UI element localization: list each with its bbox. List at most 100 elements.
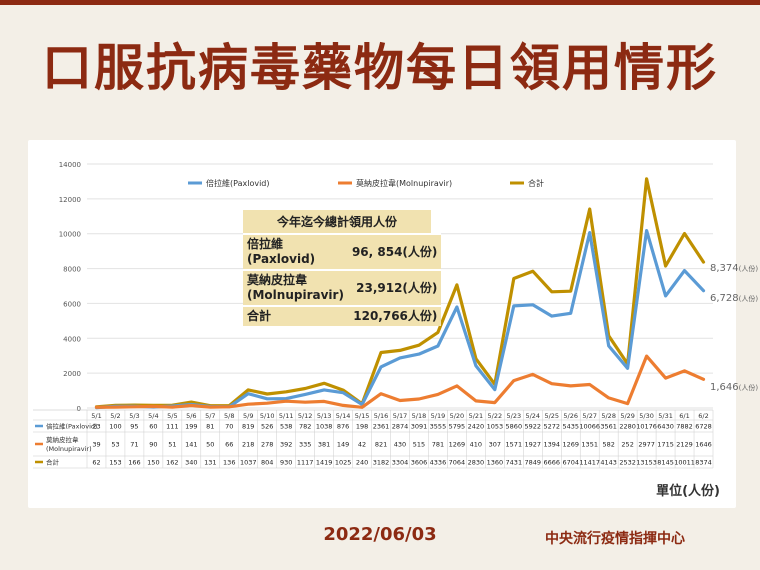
x-tick-label: 5/21 xyxy=(469,412,484,420)
table-cell: 7849 xyxy=(525,459,542,467)
table-cell: 100 xyxy=(109,423,121,431)
y-tick-label: 12000 xyxy=(59,196,81,204)
table-row-label: 合計 xyxy=(46,458,60,467)
table-cell: 821 xyxy=(375,441,387,449)
table-cell: 252 xyxy=(621,441,633,449)
table-cell: 1053 xyxy=(487,423,504,431)
y-tick-label: 0 xyxy=(77,405,81,413)
table-cell: 53 xyxy=(111,441,119,449)
summary-box: 今年迄今總計領用人份 倍拉維 (Paxlovid) 96, 854(人份) 莫納… xyxy=(243,210,442,326)
table-cell: 1117 xyxy=(297,459,314,467)
x-tick-label: 5/1 xyxy=(91,412,101,420)
table-cell: 5795 xyxy=(449,423,466,431)
table-cell: 111 xyxy=(166,423,178,431)
x-tick-label: 5/20 xyxy=(450,412,465,420)
x-tick-label: 5/22 xyxy=(488,412,503,420)
table-cell: 538 xyxy=(280,423,292,431)
table-cell: 5272 xyxy=(543,423,560,431)
x-tick-label: 5/26 xyxy=(563,412,578,420)
table-cell: 218 xyxy=(242,441,254,449)
x-tick-label: 5/25 xyxy=(544,412,559,420)
table-cell: 2420 xyxy=(468,423,485,431)
summary-value: 23,912(人份) xyxy=(347,269,442,306)
table-cell: 71 xyxy=(130,441,138,449)
summary-label: 莫納皮拉韋 (Molnupiravir) xyxy=(243,269,348,306)
table-cell: 1269 xyxy=(449,441,466,449)
table-cell: 5435 xyxy=(562,423,579,431)
table-cell: 199 xyxy=(185,423,197,431)
x-tick-label: 5/6 xyxy=(186,412,196,420)
summary-row: 莫納皮拉韋 (Molnupiravir) 23,912(人份) xyxy=(243,269,442,306)
series-line xyxy=(94,354,706,409)
table-cell: 2874 xyxy=(392,423,409,431)
end-value-label: 6,728(人份) xyxy=(710,293,758,304)
table-cell: 2361 xyxy=(373,423,390,431)
summary-heading: 今年迄今總計領用人份 xyxy=(243,210,431,233)
legend-label: 合計 xyxy=(528,178,544,188)
table-cell: 6430 xyxy=(657,423,674,431)
table-cell: 62 xyxy=(92,459,100,467)
end-value-label: 1,646(人份) xyxy=(710,382,758,393)
table-cell: 410 xyxy=(470,441,482,449)
table-cell: 1269 xyxy=(562,441,579,449)
organization-name: 中央流行疫情指揮中心 xyxy=(545,531,685,547)
y-tick-label: 2000 xyxy=(63,370,81,378)
table-cell: 2830 xyxy=(468,459,485,467)
table-cell: 7882 xyxy=(676,423,693,431)
summary-label: 合計 xyxy=(243,305,348,326)
end-value-label: 8,374(人份) xyxy=(710,263,758,274)
table-cell: 11417 xyxy=(579,459,600,467)
x-tick-label: 5/19 xyxy=(431,412,446,420)
table-cell: 804 xyxy=(261,459,273,467)
x-tick-label: 5/24 xyxy=(525,412,540,420)
x-tick-label: 5/28 xyxy=(601,412,616,420)
table-cell: 1715 xyxy=(657,441,674,449)
table-cell: 782 xyxy=(299,423,311,431)
table-cell: 7064 xyxy=(449,459,466,467)
x-tick-label: 5/7 xyxy=(205,412,215,420)
summary-row: 倍拉維 (Paxlovid) 96, 854(人份) xyxy=(243,233,442,270)
table-cell: 2532 xyxy=(619,459,636,467)
table-cell: 3182 xyxy=(373,459,390,467)
table-cell: 381 xyxy=(318,441,330,449)
table-cell: 10066 xyxy=(579,423,600,431)
table-cell: 876 xyxy=(337,423,349,431)
table-cell: 1927 xyxy=(525,441,542,449)
table-cell: 1646 xyxy=(695,441,712,449)
x-tick-label: 5/16 xyxy=(374,412,389,420)
series-line xyxy=(94,177,706,409)
x-tick-label: 5/13 xyxy=(317,412,332,420)
y-tick-label: 14000 xyxy=(59,161,81,169)
x-tick-label: 5/2 xyxy=(110,412,120,420)
table-cell: 141 xyxy=(185,441,197,449)
table-cell: 90 xyxy=(149,441,157,449)
table-cell: 81 xyxy=(206,423,214,431)
table-cell: 3304 xyxy=(392,459,409,467)
table-cell: 3091 xyxy=(411,423,428,431)
table-cell: 781 xyxy=(432,441,444,449)
table-cell: 3606 xyxy=(411,459,428,467)
table-cell: 131 xyxy=(204,459,216,467)
table-cell: 70 xyxy=(225,423,233,431)
table-cell: 6704 xyxy=(562,459,579,467)
table-cell: 4336 xyxy=(430,459,447,467)
table-cell: 8145 xyxy=(657,459,674,467)
table-cell: 2280 xyxy=(619,423,636,431)
table-cell: 149 xyxy=(337,441,349,449)
table-cell: 1360 xyxy=(487,459,504,467)
table-cell: 150 xyxy=(147,459,159,467)
x-tick-label: 5/5 xyxy=(167,412,177,420)
table-row-label: 莫納皮拉韋 xyxy=(46,435,79,444)
table-cell: 66 xyxy=(225,441,233,449)
table-cell: 2129 xyxy=(676,441,693,449)
table-cell: 2977 xyxy=(638,441,655,449)
table-cell: 10011 xyxy=(674,459,695,467)
table-cell: 10176 xyxy=(636,423,657,431)
table-cell: 7431 xyxy=(506,459,523,467)
unit-label: 單位(人份) xyxy=(656,484,720,499)
table-cell: 136 xyxy=(223,459,235,467)
legend-label: 倍拉維(Paxlovid) xyxy=(206,178,270,188)
x-tick-label: 5/27 xyxy=(582,412,597,420)
x-tick-label: 5/4 xyxy=(148,412,158,420)
x-tick-label: 5/10 xyxy=(260,412,275,420)
